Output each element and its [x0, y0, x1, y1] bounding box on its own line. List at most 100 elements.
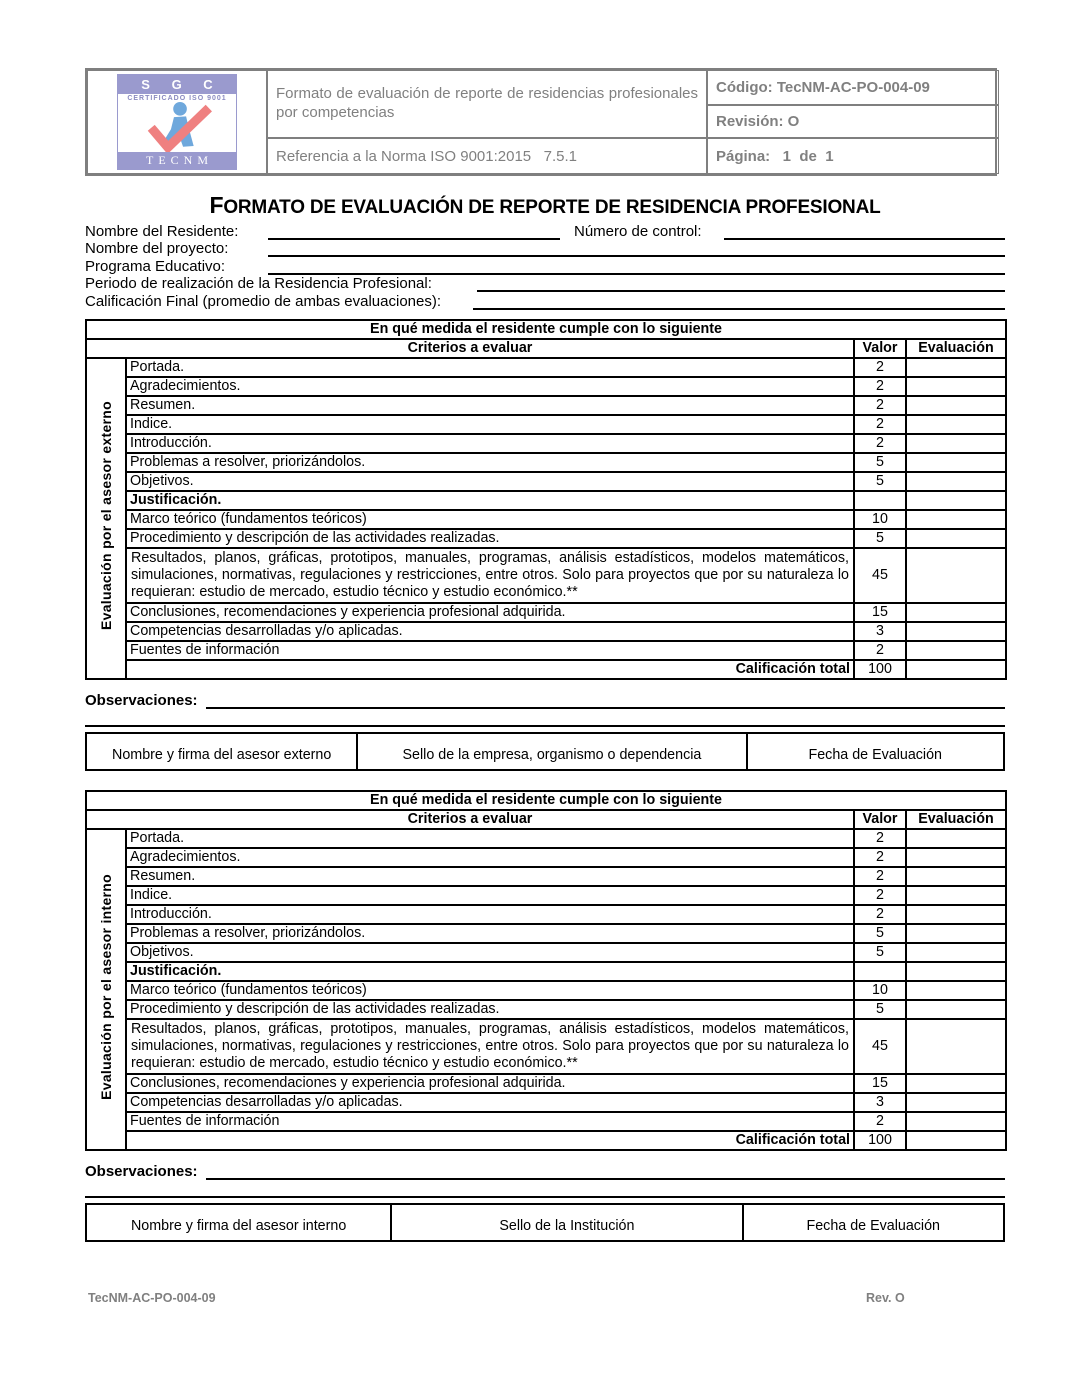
- evaluacion-input-cell[interactable]: [904, 375, 1008, 397]
- evaluacion-input-cell[interactable]: [904, 1017, 1008, 1075]
- residente-input-line[interactable]: [268, 227, 560, 240]
- criterion-cell: Introducción.: [125, 432, 855, 454]
- criterion-cell: Agradecimientos.: [125, 375, 855, 397]
- criterios-column-header: Criterios a evaluar: [85, 808, 855, 830]
- evaluacion-input-cell[interactable]: [904, 508, 1008, 530]
- evaluacion-input-cell[interactable]: [904, 998, 1008, 1020]
- evaluacion-input-cell[interactable]: [904, 620, 1008, 642]
- criteria-row: Competencias desarrolladas y/o aplicadas…: [86, 1091, 1008, 1113]
- observaciones-input-line-2[interactable]: [85, 1180, 1005, 1198]
- criterios-column-header: Criterios a evaluar: [85, 337, 855, 359]
- valor-cell: 2: [853, 356, 907, 378]
- evaluacion-input-cell[interactable]: [904, 903, 1008, 925]
- valor-cell: 3: [853, 620, 907, 642]
- evaluacion-input-cell[interactable]: [904, 941, 1008, 963]
- tecnm-logo-text: TECNM: [118, 152, 236, 169]
- valor-cell: 5: [853, 998, 907, 1020]
- periodo-input-line[interactable]: [476, 279, 1005, 292]
- signature-row: Nombre y firma del asesor interno Sello …: [84, 1202, 1005, 1242]
- programa-label: Programa Educativo:: [85, 257, 226, 275]
- criterion-cell: Conclusiones, recomendaciones y experien…: [125, 1072, 855, 1094]
- evaluacion-input-cell[interactable]: [904, 960, 1008, 982]
- section-side-label-cell: Evaluación por el asesor interno: [85, 827, 127, 1151]
- evaluacion-input-cell[interactable]: [904, 451, 1008, 473]
- evaluacion-input-cell[interactable]: [904, 846, 1008, 868]
- criterion-cell: Procedimiento y descripción de las activ…: [125, 998, 855, 1020]
- valor-cell: 2: [853, 1110, 907, 1132]
- criteria-row: Resumen. 2: [86, 394, 1008, 416]
- valor-cell: 2: [853, 413, 907, 435]
- calificacion-final-input-line[interactable]: [473, 297, 1005, 310]
- evaluacion-input-cell[interactable]: [904, 470, 1008, 492]
- criteria-row: Indice. 2: [86, 413, 1008, 435]
- header-codigo: Código: TecNM-AC-PO-004-09: [707, 70, 999, 105]
- evaluacion-input-cell[interactable]: [904, 884, 1008, 906]
- criteria-row: Procedimiento y descripción de las activ…: [86, 527, 1008, 549]
- valor-cell: 2: [853, 375, 907, 397]
- document-header-table: S G C CERTIFICADO ISO 9001 TECNM Formato…: [85, 68, 999, 176]
- criteria-row: Fuentes de información 2: [86, 639, 1008, 661]
- signature-row: Nombre y firma del asesor externo Sello …: [84, 731, 1005, 771]
- asesor-interno-signature-cell[interactable]: Nombre y firma del asesor interno: [84, 1202, 393, 1242]
- criteria-row: Resultados, planos, gráficas, prototipos…: [86, 546, 1008, 604]
- control-input-line[interactable]: [723, 227, 1005, 240]
- evaluacion-input-cell[interactable]: [904, 1091, 1008, 1113]
- asesor-externo-signature-cell[interactable]: Nombre y firma del asesor externo: [84, 731, 359, 771]
- observaciones-input-line[interactable]: [205, 697, 1005, 709]
- evaluacion-input-cell[interactable]: [904, 432, 1008, 454]
- criterion-cell: Resultados, planos, gráficas, prototipos…: [125, 546, 855, 604]
- valor-cell: 10: [853, 979, 907, 1001]
- criteria-row: Problemas a resolver, priorizándolos. 5: [86, 451, 1008, 473]
- evaluacion-input-cell[interactable]: [904, 356, 1008, 378]
- criterion-cell: Agradecimientos.: [125, 846, 855, 868]
- field-row: Programa Educativo:: [85, 257, 1005, 275]
- evaluacion-input-cell[interactable]: [904, 413, 1008, 435]
- evaluacion-input-cell[interactable]: [904, 489, 1008, 511]
- valor-cell: 2: [853, 394, 907, 416]
- sello-institucion-cell[interactable]: Sello de la Institución: [390, 1202, 744, 1242]
- evaluacion-input-cell[interactable]: [904, 979, 1008, 1001]
- evaluacion-input-cell[interactable]: [904, 546, 1008, 604]
- field-row: Periodo de realización de la Residencia …: [85, 275, 1005, 292]
- evaluacion-input-cell[interactable]: [904, 527, 1008, 549]
- evaluacion-input-cell[interactable]: [904, 601, 1008, 623]
- observaciones-block: Observaciones:: [85, 1163, 1005, 1180]
- observaciones-input-line[interactable]: [205, 1168, 1005, 1180]
- valor-cell: 15: [853, 601, 907, 623]
- calificacion-total-value: 100: [853, 1129, 907, 1151]
- header-form-name: Formato de evaluación de reporte de resi…: [267, 70, 707, 138]
- sello-empresa-cell[interactable]: Sello de la empresa, organismo o depende…: [356, 731, 748, 771]
- evaluacion-input-cell[interactable]: [904, 922, 1008, 944]
- valor-cell: 45: [853, 1017, 907, 1075]
- evaluacion-input-cell[interactable]: [904, 865, 1008, 887]
- observaciones-input-line-2[interactable]: [85, 709, 1005, 727]
- evaluacion-input-cell[interactable]: [904, 658, 1008, 680]
- evaluacion-input-cell[interactable]: [904, 1110, 1008, 1132]
- criteria-row: Competencias desarrolladas y/o aplicadas…: [86, 620, 1008, 642]
- criterion-cell: Fuentes de información: [125, 1110, 855, 1132]
- criteria-row: Evaluación por el asesor externo Portada.…: [85, 356, 1008, 680]
- fecha-evaluacion-cell[interactable]: Fecha de Evaluación: [741, 1202, 1005, 1242]
- evaluacion-input-cell[interactable]: [904, 827, 1008, 849]
- field-row: Nombre del proyecto:: [85, 240, 1005, 257]
- evaluacion-input-cell[interactable]: [904, 1129, 1008, 1151]
- criteria-row: Introducción. 2: [86, 903, 1008, 925]
- proyecto-input-line[interactable]: [268, 244, 1005, 257]
- criterion-cell: Resultados, planos, gráficas, prototipos…: [125, 1017, 855, 1075]
- criterion-cell: Resumen.: [125, 394, 855, 416]
- evaluacion-input-cell[interactable]: [904, 394, 1008, 416]
- criterion-cell: Marco teórico (fundamentos teóricos): [125, 508, 855, 530]
- signature-table-externo: Nombre y firma del asesor externo Sello …: [84, 731, 1005, 771]
- programa-input-line[interactable]: [268, 262, 1005, 275]
- criteria-row: Marco teórico (fundamentos teóricos) 10: [86, 979, 1008, 1001]
- criteria-row: Justificación.: [86, 960, 1008, 982]
- criterion-cell: Indice.: [125, 884, 855, 906]
- sgc-logo-text: S G C: [118, 75, 236, 94]
- valor-cell: 10: [853, 508, 907, 530]
- fecha-evaluacion-cell[interactable]: Fecha de Evaluación: [745, 731, 1005, 771]
- evaluacion-input-cell[interactable]: [904, 639, 1008, 661]
- evaluacion-input-cell[interactable]: [904, 1072, 1008, 1094]
- criterion-cell: Procedimiento y descripción de las activ…: [125, 527, 855, 549]
- valor-cell: 2: [853, 903, 907, 925]
